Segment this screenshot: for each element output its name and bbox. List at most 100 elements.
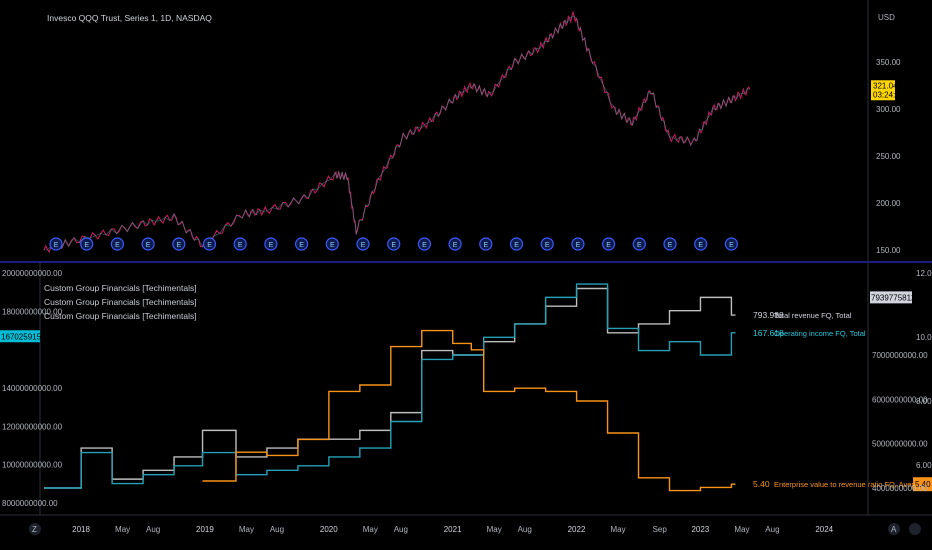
series-end-value: 5.40 (753, 479, 770, 489)
series-line-2 (202, 329, 736, 492)
earnings-marker-label: E (146, 242, 151, 249)
earnings-marker-icon (694, 237, 708, 251)
earnings-marker-icon (632, 237, 646, 251)
earnings-marker-icon (233, 237, 247, 251)
mid-tick-label: 5000000000.00 (872, 440, 928, 449)
time-tick-label: 2024 (815, 525, 833, 534)
earnings-marker-icon (295, 237, 309, 251)
price-tick-label: 150.00 (876, 246, 901, 255)
time-tick-label: 2022 (568, 525, 586, 534)
earnings-marker-label: E (576, 242, 581, 249)
left-scale-icon-label: Z (32, 525, 37, 534)
earnings-marker-icon (264, 237, 278, 251)
left-tick-label: 14000000000.00 (2, 384, 63, 393)
earnings-marker-label: E (207, 242, 212, 249)
time-tick-label: Aug (765, 525, 779, 534)
legend-entry[interactable]: Custom Group Financials [Techimentals] (44, 283, 197, 293)
time-tick-label: 2020 (320, 525, 338, 534)
time-tick-label: 2019 (196, 525, 214, 534)
earnings-marker-label: E (84, 242, 89, 249)
series-end-value: 793.988 (753, 310, 784, 320)
earnings-marker-icon (49, 237, 63, 251)
legend-entry[interactable]: Custom Group Financials [Techimentals] (44, 297, 197, 307)
right-scale-icon (888, 523, 900, 535)
earnings-marker-label: E (330, 242, 335, 249)
legend-entry[interactable]: Custom Group Financials [Techimentals] (44, 311, 197, 321)
time-tick-label: Sep (653, 525, 668, 534)
mid-value-badge-text: 7939775812000.00 (871, 293, 932, 302)
earnings-marker-label: E (422, 242, 427, 249)
time-tick-label: Aug (394, 525, 408, 534)
earnings-marker-icon (479, 237, 493, 251)
left-scale-icon (29, 523, 41, 535)
earnings-marker-icon (325, 237, 339, 251)
price-tick-label: 350.00 (876, 58, 901, 67)
time-tick-label: Aug (518, 525, 532, 534)
right-tick-label: 8.00 (916, 397, 932, 406)
earnings-marker-icon (663, 237, 677, 251)
chart-title: Invesco QQQ Trust, Series 1, 1D, NASDAQ (47, 13, 212, 23)
earnings-marker-label: E (299, 242, 304, 249)
earnings-marker-label: E (637, 242, 642, 249)
time-tick-label: 2018 (72, 525, 90, 534)
left-tick-label: 18000000000.00 (2, 307, 63, 316)
left-value-badge-text: 16702591500.00 (1, 332, 62, 341)
right-value-badge (913, 477, 932, 492)
right-tick-label: 12.00 (916, 269, 932, 278)
price-tick-label: 250.00 (876, 152, 901, 161)
time-tick-label: 2021 (444, 525, 462, 534)
earnings-marker-icon (202, 237, 217, 251)
price-line (43, 10, 751, 253)
earnings-marker-icon (509, 237, 524, 251)
earnings-marker-icon (387, 237, 401, 251)
earnings-marker-icon (141, 237, 155, 251)
left-tick-label: 10000000000.00 (2, 461, 63, 470)
earnings-marker-label: E (54, 242, 59, 249)
earnings-marker-label: E (391, 242, 396, 249)
last-price-value: 321.04 (873, 81, 898, 90)
indicator-legend[interactable]: Custom Group Financials [Techimentals] C… (44, 281, 197, 323)
series-end-name: Enterprise value to revenue ratio FQ, Av… (774, 480, 926, 489)
earnings-marker-icon (540, 237, 554, 251)
time-tick-label: May (734, 525, 749, 534)
right-value-badge-text: 5.40 (915, 480, 931, 489)
time-tick-label: May (239, 525, 254, 534)
earnings-marker-label: E (269, 242, 274, 249)
left-tick-label: 12000000000.00 (2, 422, 63, 431)
price-line-up (43, 15, 751, 251)
time-tick-label: Aug (146, 525, 160, 534)
earnings-marker-icon (110, 237, 125, 251)
time-tick-label: May (610, 525, 625, 534)
price-tick-label: 200.00 (876, 199, 901, 208)
axes: 350.00 300.00 250.00 200.00 150.00 321.0403:2… (0, 0, 932, 535)
time-tick-label: May (487, 525, 502, 534)
time-tick-label: May (115, 525, 130, 534)
time-tick-label: Aug (270, 525, 284, 534)
left-value-badge (0, 330, 40, 343)
earnings-marker-icon (571, 237, 585, 251)
earnings-marker-label: E (453, 242, 458, 249)
price-tick-label: 300.00 (876, 105, 901, 114)
mid-value-badge (870, 291, 912, 304)
series-end-name: Total revenue FQ, Total (774, 311, 852, 320)
right-tick-label: 10.00 (916, 333, 932, 342)
currency-label: USD (878, 13, 895, 22)
right-tick-label: 6.00 (916, 461, 932, 470)
earnings-marker-icon (448, 237, 462, 251)
earnings-marker-label: E (514, 242, 519, 249)
earnings-marker-label: E (361, 242, 366, 249)
time-tick-label: May (363, 525, 378, 534)
left-tick-label: 20000000000.00 (2, 269, 63, 278)
earnings-marker-label: E (484, 242, 489, 249)
earnings-marker-icon (356, 237, 370, 251)
countdown-value: 03:24:45 (873, 90, 905, 99)
earnings-marker-label: E (115, 242, 120, 249)
settings-icon (909, 523, 921, 535)
earnings-marker-label: E (177, 242, 182, 249)
earnings-marker-label: E (729, 242, 734, 249)
right-scale-icon-label: A (891, 525, 897, 534)
earnings-marker-icon (724, 237, 739, 251)
